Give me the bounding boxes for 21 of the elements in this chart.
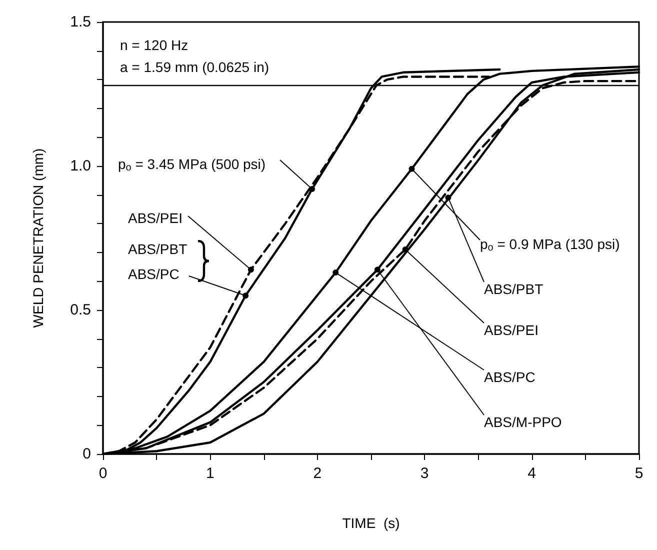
annotation: ABS/PC bbox=[484, 369, 536, 385]
annotation: ABS/PBT bbox=[128, 241, 188, 257]
x-tick-label: 1 bbox=[206, 465, 214, 482]
x-tick-label: 0 bbox=[98, 465, 108, 482]
annotation: ABS/PEI bbox=[484, 322, 538, 338]
annotation: a = 1.59 mm (0.0625 in) bbox=[120, 59, 270, 75]
y-tick-label: 0.5 bbox=[70, 302, 91, 318]
x-tick-label: 2 bbox=[313, 465, 322, 482]
x-axis-title: TIME (s) bbox=[342, 515, 400, 531]
annotation: ABS/M-PPO bbox=[484, 414, 562, 430]
annotation: ABS/PC bbox=[128, 266, 180, 282]
x-tick-label: 5 bbox=[634, 465, 644, 482]
y-tick-label: 1.0 bbox=[70, 158, 91, 174]
y-tick-label: 1.5 bbox=[70, 14, 91, 30]
y-axis-title: WELD PENETRATION (mm) bbox=[30, 148, 46, 328]
y-tick-label: 0 bbox=[82, 446, 91, 462]
annotation: ABS/PEI bbox=[128, 210, 182, 226]
annotation: ABS/PBT bbox=[484, 281, 544, 297]
x-tick-label: 3 bbox=[420, 465, 429, 482]
annotation: n = 120 Hz bbox=[120, 37, 188, 53]
x-tick-label: 4 bbox=[528, 465, 536, 482]
